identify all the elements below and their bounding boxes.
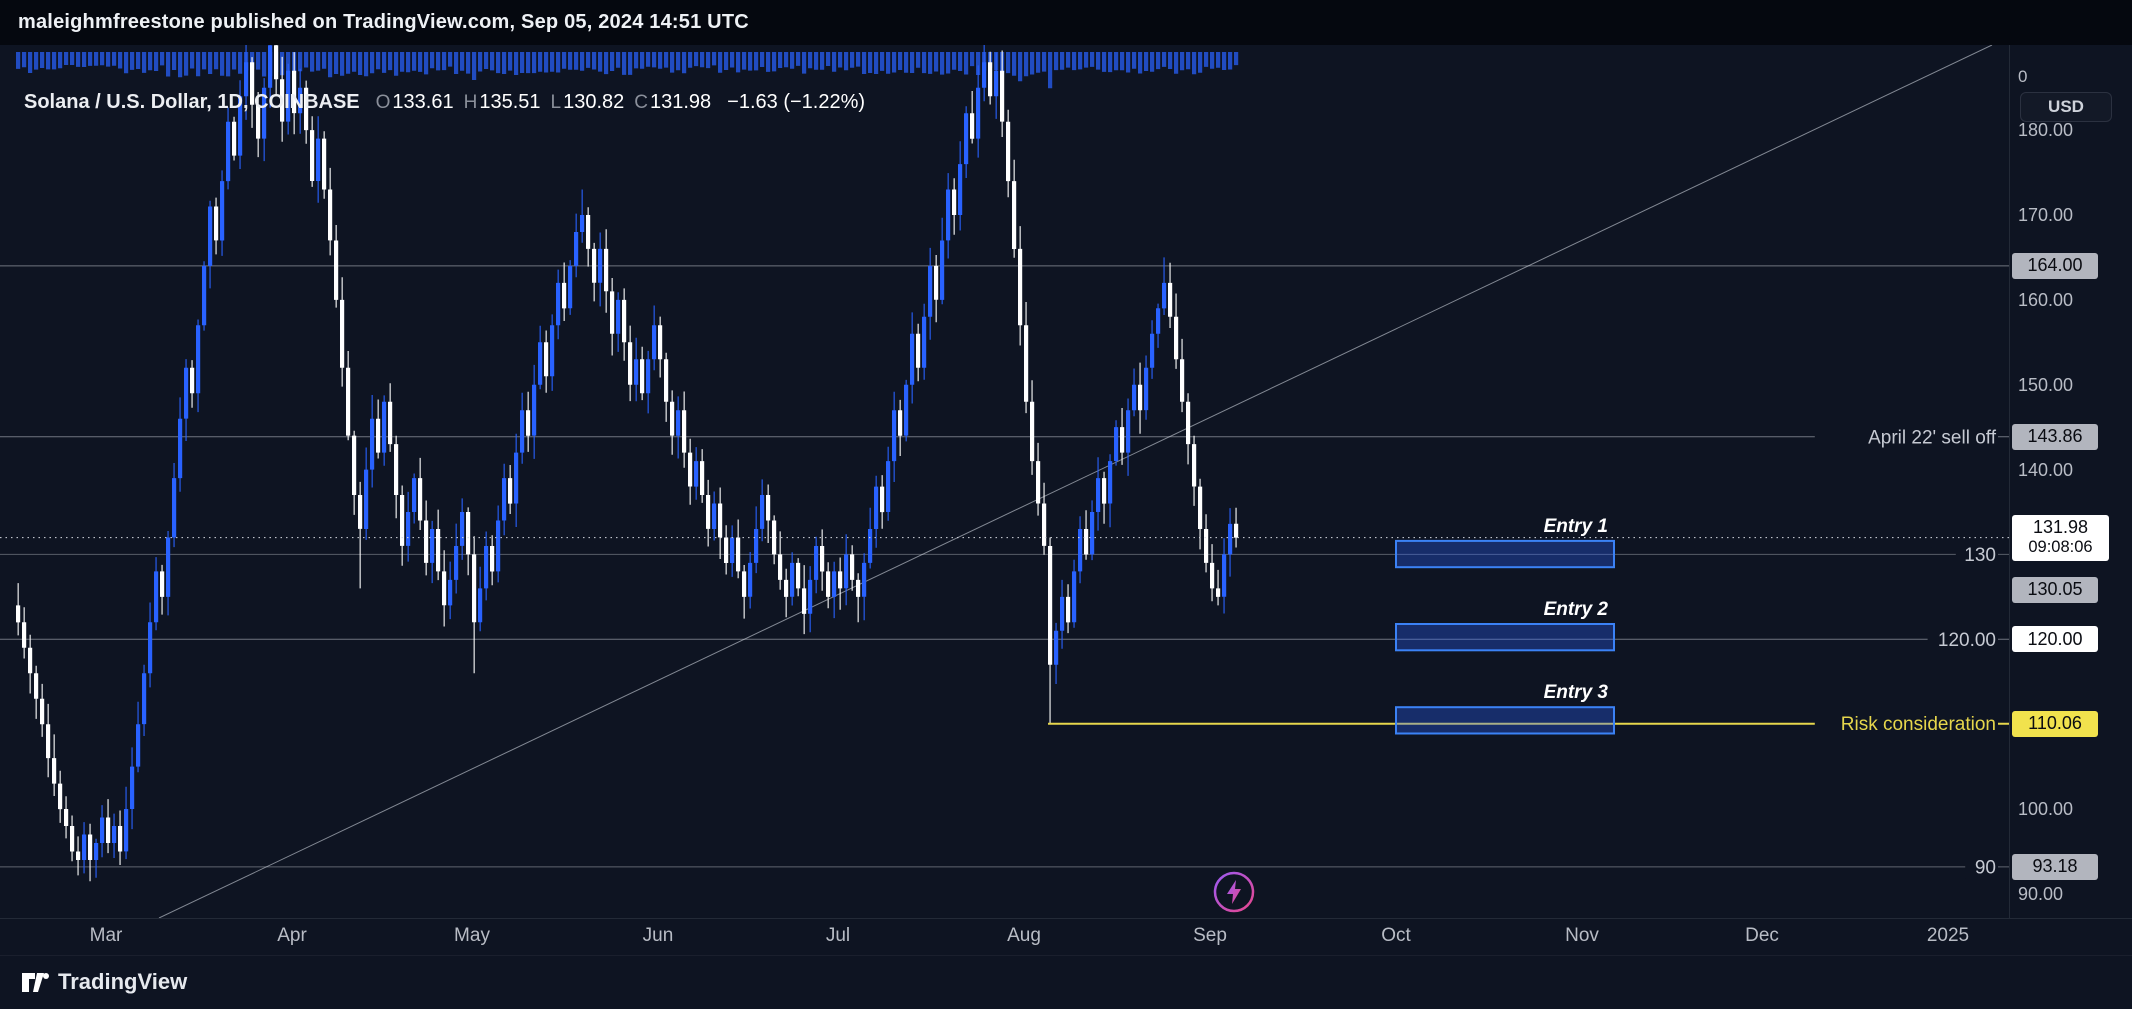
chart-canvas[interactable]: April 22' sell off 130 120.00 90 Risk consid… [0,45,2009,918]
time-axis-label: Oct [1381,925,1411,946]
line-label: 120.00 [1938,630,1996,651]
legend-ohlc-field: O 133.61 [375,91,454,113]
entry-label: Entry 3 [1544,682,1609,703]
candles-down [16,45,1239,882]
candles-up [82,45,1233,878]
time-axis-label: Mar [89,925,123,946]
time-axis-label: Jul [825,925,851,946]
price-axis-tick: 90.00 [2018,883,2064,904]
currency-toggle-button[interactable]: USD [2020,92,2112,122]
legend-ohlc-field: C 131.98 [634,91,712,113]
volume-zero-label: 0 [2018,67,2028,86]
price-badge: 131.98 09:08:06 [2012,514,2109,561]
time-axis-label: 2025 [1926,925,1970,946]
price-axis-tick: 160.00 [2018,289,2074,310]
time-axis-divider [0,918,2132,919]
line-label: April 22' sell off [1868,427,1997,448]
entry-box[interactable] [1395,539,1615,569]
time-axis-label: May [454,925,490,946]
legend-ohlc-field: L 130.82 [550,91,625,113]
price-axis-tick: 140.00 [2018,459,2074,480]
legend-ohlc: O 133.61 H 135.51 L 130.82 C 131.98 [376,91,712,114]
time-axis-label: Jun [642,925,674,946]
price-axis-tick: 180.00 [2018,120,2074,141]
entry-box[interactable] [1395,623,1615,652]
price-badge: 93.18 [2012,853,2098,880]
price-badge: 120.00 [2012,626,2098,653]
time-axis-label: Nov [1565,925,1599,946]
symbol-legend: Solana / U.S. Dollar, 1D, COINBASE O 133.… [24,91,865,114]
price-axis-divider [2009,45,2010,918]
price-axis-tick: 150.00 [2018,374,2074,395]
line-label: 90 [1975,857,1996,878]
price-axis-tick: 170.00 [2018,205,2074,225]
lightning-icon [1213,871,1255,913]
trend-line-drawing[interactable] [158,45,1993,918]
entry-label: Entry 1 [1544,516,1608,537]
legend-change: −1.63 (−1.22%) [727,91,866,113]
publish-banner: maleighmfreestone published on TradingVi… [0,0,2132,45]
time-axis-label: Apr [277,925,307,946]
flash-ideas-icon[interactable] [1212,870,1256,914]
entry-box[interactable] [1395,706,1615,735]
price-badge: 143.86 [2012,423,2098,450]
time-axis-label: Aug [1007,925,1041,946]
tradingview-logo-icon[interactable] [20,967,50,997]
legend-ohlc-field: H 135.51 [463,91,541,113]
footer-divider [0,955,2132,956]
price-badge: 130.05 [2012,577,2098,603]
price-axis-tick: 100.00 [2018,799,2074,819]
price-badge: 164.00 [2012,252,2098,279]
line-label: 130 [1964,545,1996,566]
line-label: Risk consideration [1841,714,1996,735]
volume-bars [16,52,1239,89]
entry-label: Entry 2 [1544,599,1609,620]
time-axis-label: Sep [1193,925,1227,946]
brand-name[interactable]: TradingView [58,969,188,994]
symbol-title: Solana / U.S. Dollar, 1D, COINBASE [24,91,360,113]
time-axis-label: Dec [1745,925,1779,946]
price-badge: 110.06 [2012,710,2098,737]
